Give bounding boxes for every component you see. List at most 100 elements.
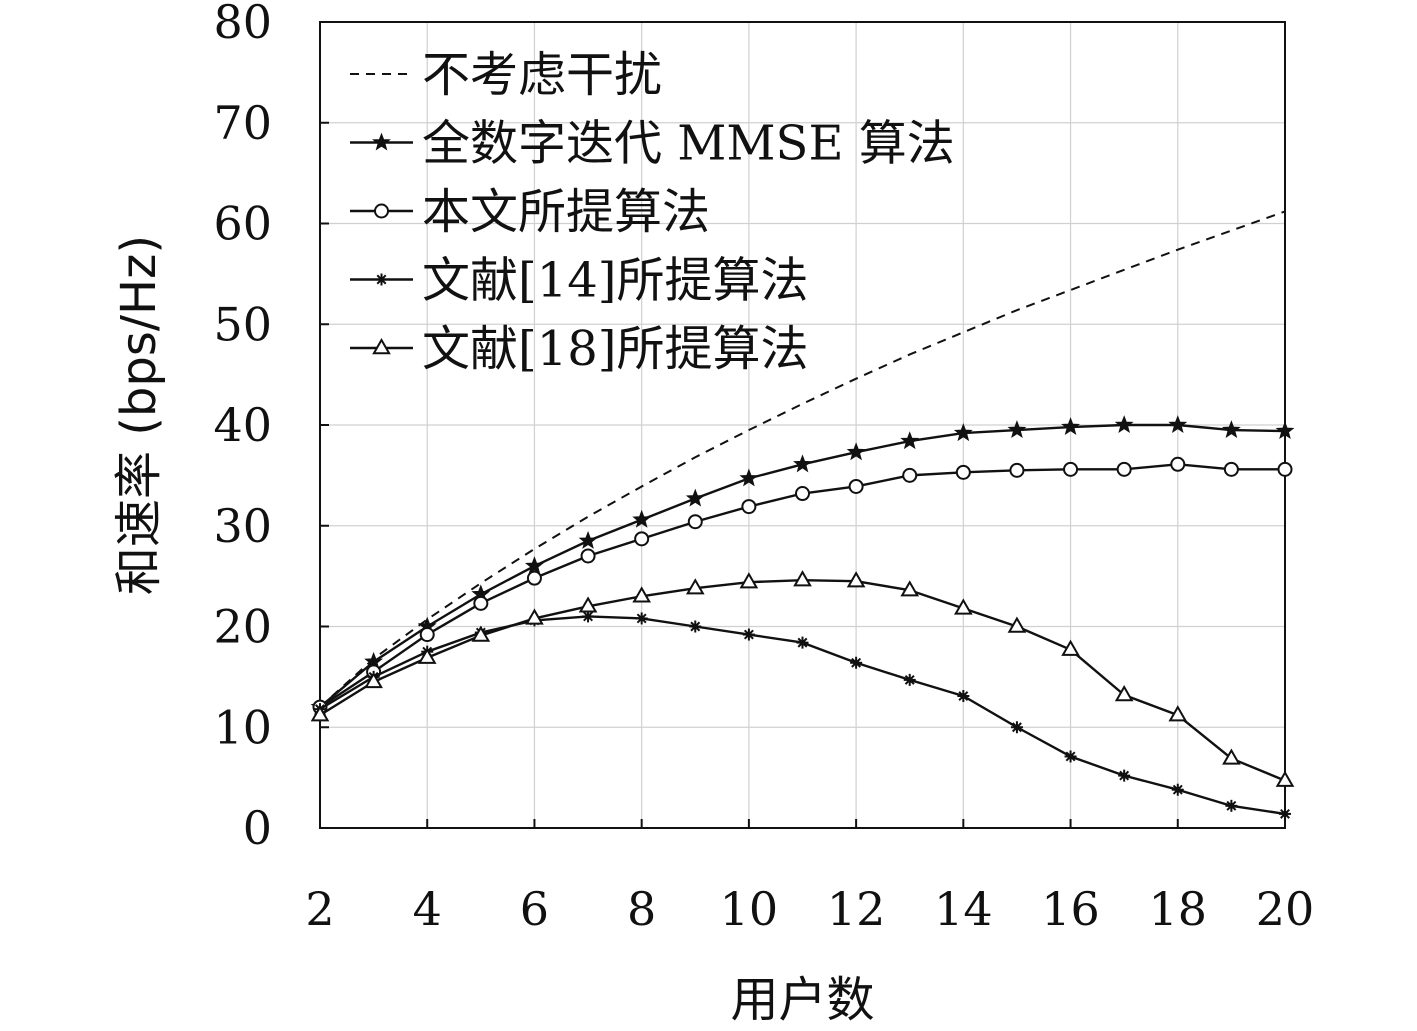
data-point-marker <box>1007 420 1027 439</box>
asterisk-core <box>378 276 385 283</box>
x-tick-label: 2 <box>305 882 334 936</box>
asterisk-core <box>960 693 967 700</box>
legend-entry: 文献[14]所提算法 <box>350 253 809 309</box>
legend-entry: 文献[18]所提算法 <box>350 321 809 377</box>
data-point-marker <box>419 627 435 643</box>
asterisk-core <box>1228 802 1235 809</box>
data-point-marker <box>1063 461 1079 477</box>
data-point-marker <box>741 499 757 515</box>
asterisk-core <box>585 613 592 620</box>
asterisk-core <box>1282 810 1288 817</box>
asterisk-core <box>853 659 860 666</box>
data-point-marker <box>846 571 866 588</box>
data-point-marker <box>578 596 598 613</box>
data-point-marker <box>1010 721 1023 734</box>
data-point-marker <box>742 628 755 641</box>
y-tick-label: 40 <box>213 398 272 452</box>
data-point-marker <box>525 556 544 575</box>
data-point-marker <box>739 468 759 487</box>
data-point-marker <box>526 570 542 586</box>
x-tick-label: 12 <box>827 882 886 936</box>
data-point-marker <box>1222 748 1241 765</box>
x-tick-label: 4 <box>413 882 442 936</box>
data-point-marker <box>685 488 705 507</box>
asterisk-core <box>638 615 645 622</box>
asterisk-core <box>906 676 913 683</box>
x-tick-label: 10 <box>720 882 779 936</box>
y-tick-label: 10 <box>213 700 272 754</box>
data-point-marker <box>632 586 651 603</box>
series-group <box>310 415 1295 716</box>
data-point-marker <box>955 464 971 480</box>
data-point-marker <box>635 612 648 625</box>
asterisk-core <box>1013 724 1020 731</box>
data-point-marker <box>846 442 866 461</box>
data-point-marker <box>310 705 330 722</box>
data-point-marker <box>1223 461 1239 477</box>
y-tick-label: 60 <box>213 197 272 251</box>
data-point-marker <box>364 671 383 689</box>
x-tick-label: 6 <box>520 882 549 936</box>
x-tick-label: 8 <box>627 882 656 936</box>
asterisk-core <box>1121 772 1128 779</box>
y-tick-label: 70 <box>213 96 272 150</box>
data-point-marker <box>1061 639 1080 656</box>
legend-label: 本文所提算法 <box>422 184 710 240</box>
data-point-marker <box>1114 685 1134 702</box>
data-point-marker <box>957 690 970 703</box>
asterisk-core <box>1174 786 1181 793</box>
x-tick-label: 18 <box>1149 882 1208 936</box>
legend-label: 文献[18]所提算法 <box>422 321 809 377</box>
asterisk-core <box>1067 753 1074 760</box>
data-point-marker <box>795 486 810 502</box>
asterisk-core <box>799 639 806 646</box>
asterisk-core <box>745 631 752 638</box>
data-point-marker <box>1275 770 1295 787</box>
data-point-marker <box>580 548 596 564</box>
data-point-marker <box>1168 415 1188 434</box>
data-point-marker <box>687 514 703 530</box>
data-point-marker <box>1279 807 1291 820</box>
data-point-marker <box>900 431 920 450</box>
data-point-marker <box>850 656 863 669</box>
series-layer <box>310 210 1295 820</box>
data-point-marker <box>1114 415 1134 434</box>
data-point-marker <box>689 620 702 633</box>
legend-entry: 不考虑干扰 <box>350 47 662 103</box>
data-point-marker <box>1170 456 1186 472</box>
data-point-marker <box>953 423 973 442</box>
data-point-marker <box>685 578 705 595</box>
series-group <box>312 456 1293 715</box>
y-tick-label: 30 <box>213 499 272 553</box>
data-point-marker <box>1064 750 1077 763</box>
data-point-marker <box>796 636 809 649</box>
data-point-marker <box>793 570 812 587</box>
series-line <box>319 210 1286 708</box>
data-point-marker <box>1118 769 1131 782</box>
legend-label: 全数字迭代 MMSE 算法 <box>422 116 955 172</box>
data-point-marker <box>1277 461 1293 477</box>
data-point-marker <box>417 647 437 664</box>
data-point-marker <box>1116 461 1132 477</box>
data-point-marker <box>902 467 918 483</box>
data-point-marker <box>954 598 973 615</box>
data-point-marker <box>473 595 489 611</box>
legend-marker <box>375 273 388 286</box>
x-tick-label: 16 <box>1041 882 1100 936</box>
x-tick-label: 14 <box>934 882 993 936</box>
data-point-marker <box>1225 799 1238 812</box>
y-axis-label: 和速率 (bps/Hz) <box>111 235 167 595</box>
legend-label: 文献[14]所提算法 <box>422 253 809 309</box>
data-point-marker <box>1275 421 1295 440</box>
legend-marker <box>374 203 389 219</box>
x-tick-label: 20 <box>1256 882 1315 936</box>
legend-entry: 全数字迭代 MMSE 算法 <box>350 116 955 172</box>
legend-label: 不考虑干扰 <box>422 47 662 103</box>
data-point-marker <box>578 530 598 549</box>
y-tick-label: 0 <box>243 801 272 855</box>
legend-entry: 本文所提算法 <box>350 184 710 240</box>
legend-marker <box>372 132 391 151</box>
